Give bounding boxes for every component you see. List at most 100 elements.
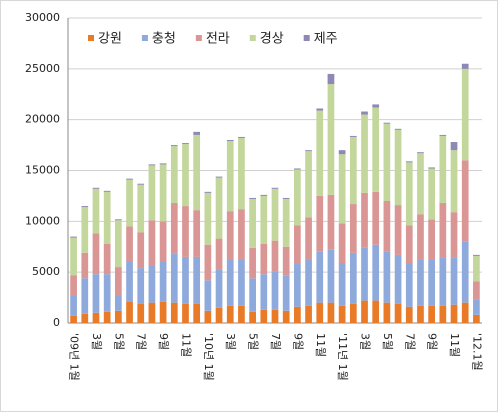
bar-segment (450, 212, 458, 258)
x-tick-label: 3월 (359, 333, 372, 350)
bar-segment (148, 165, 156, 221)
bar-segment (305, 151, 312, 218)
bar-segment (159, 262, 167, 302)
bar-segment (327, 84, 335, 195)
bar-segment (215, 269, 223, 308)
bar-segment (260, 195, 268, 244)
bar-segment (439, 203, 447, 258)
bar-segment (417, 153, 424, 215)
bar-segment (260, 243, 268, 275)
bar-segment (148, 302, 156, 323)
x-tick-label: 5월 (112, 333, 125, 350)
bar-segment (159, 301, 167, 323)
y-tick-label: 10000 (25, 214, 60, 227)
bar-segment (461, 241, 469, 303)
bar-segment (92, 312, 100, 323)
bar-segment (182, 206, 189, 257)
bar-segment (327, 249, 335, 303)
bar-segment (215, 176, 223, 178)
bar-segment (81, 252, 89, 279)
bar-segment (170, 145, 178, 147)
bar-segment (159, 163, 167, 165)
legend-label: 제주 (314, 32, 338, 47)
bar-segment (282, 197, 290, 199)
x-tick-label: 7월 (403, 333, 416, 350)
bar-segment (305, 150, 312, 152)
bar-segment (294, 264, 301, 307)
bar-segment (372, 107, 380, 192)
bar-segment (249, 197, 256, 199)
bar-segment (372, 244, 380, 301)
bar-segment (372, 104, 380, 108)
bar-segment (148, 220, 156, 266)
y-tick-label: 0 (53, 316, 60, 329)
bar-segment (103, 191, 111, 244)
bar-segment (260, 194, 268, 196)
bar-segment (282, 198, 290, 247)
bar-segment (182, 256, 189, 304)
x-tick-label: 11월 (179, 333, 192, 357)
x-tick-label: '12.1월 (470, 333, 483, 371)
bar-segment (92, 188, 100, 234)
bar-segment (282, 275, 290, 311)
legend-swatch (88, 35, 94, 41)
bar-segment (294, 169, 301, 226)
bar-segment (361, 114, 368, 193)
bar-segment (383, 123, 391, 201)
bar-segment (439, 257, 447, 306)
bar-segment (439, 135, 447, 204)
bar-segment (383, 122, 391, 124)
bar-segment (349, 204, 357, 253)
bar-segment (226, 140, 234, 142)
bar-segment (294, 168, 301, 170)
x-tick-label: 3월 (224, 333, 237, 350)
bar-segment (271, 240, 279, 272)
bar-segment (103, 274, 111, 312)
bar-segment (271, 187, 279, 189)
bar-segment (327, 73, 335, 85)
x-tick-label: '10년 1월 (202, 333, 215, 381)
bar-segment (461, 63, 469, 69)
bar-segment (249, 311, 256, 323)
x-tick-label: 5월 (381, 333, 394, 350)
bar-segment (473, 254, 480, 256)
bar-segment (439, 134, 447, 136)
bar-segment (126, 178, 133, 180)
bar-segment (159, 221, 167, 262)
bar-segment (81, 207, 89, 253)
bar-segment (81, 206, 89, 208)
bar-segment (226, 259, 234, 306)
bar-segment (215, 238, 223, 270)
bar-segment (215, 307, 223, 323)
bar-segment (114, 219, 122, 221)
bar-segment (126, 226, 133, 262)
bar-segment (338, 154, 346, 224)
y-tick-label: 25000 (25, 62, 60, 75)
bar-segment (226, 211, 234, 260)
bar-segment (92, 274, 100, 313)
bar-segment (417, 259, 424, 306)
y-tick-label: 30000 (25, 11, 60, 24)
bar-segment (450, 142, 458, 151)
bar-segment (394, 254, 402, 304)
bar-segment (215, 177, 223, 239)
bar-segment (394, 205, 402, 255)
legend-label: 전라 (206, 32, 230, 47)
bar-segment (349, 303, 357, 323)
x-tick-label: 9월 (291, 333, 304, 350)
bar-segment (170, 203, 178, 254)
bar-segment (271, 271, 279, 310)
bar-segment (428, 167, 436, 169)
bar-segment (282, 310, 290, 323)
bar-segment (114, 267, 122, 296)
bar-segment (372, 300, 380, 323)
x-tick-label: 9월 (426, 333, 439, 350)
bar-segment (383, 251, 391, 303)
bar-segment (114, 295, 122, 311)
bar-segment (394, 128, 402, 130)
bar-segment (428, 219, 436, 260)
bar-segment (305, 217, 312, 260)
bar-segment (103, 311, 111, 323)
bar-segment (450, 304, 458, 323)
x-tick-label: 11월 (314, 333, 327, 357)
